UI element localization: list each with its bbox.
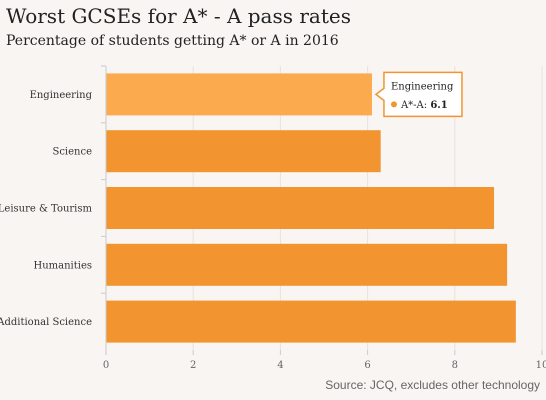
bar[interactable] <box>106 73 372 116</box>
chart-title: Worst GCSEs for A* - A pass rates <box>6 4 351 28</box>
x-tick-label: 8 <box>452 360 458 371</box>
tooltip-series-dot-icon <box>390 101 397 108</box>
category-label: Humanities <box>33 260 92 271</box>
x-tick-label: 0 <box>103 360 109 371</box>
bar[interactable] <box>106 130 381 173</box>
category-label: Additional Science <box>0 317 92 328</box>
tooltip-category: Engineering <box>391 81 454 92</box>
x-tick-label: 6 <box>364 360 370 371</box>
chart-source: Source: JCQ, excludes other technology <box>325 378 540 392</box>
x-tick-label: 10 <box>536 360 546 371</box>
x-tick-label: 4 <box>277 360 283 371</box>
bars <box>106 73 516 343</box>
x-tick-label: 2 <box>190 360 196 371</box>
tooltip-series-label: A*-A: <box>400 100 427 111</box>
category-label: Engineering <box>30 90 93 101</box>
tooltip-value: 6.1 <box>430 100 447 111</box>
chart-subtitle: Percentage of students getting A* or A i… <box>6 33 339 49</box>
axes: 0 2 4 6 8 10 Engineering Science Leisure & Touri… <box>0 65 546 371</box>
category-label: Leisure & Tourism <box>0 204 93 215</box>
bar[interactable] <box>106 187 495 229</box>
tooltip-value-line: A*-A: 6.1 <box>400 100 448 111</box>
category-label: Science <box>52 147 92 158</box>
bar[interactable] <box>106 243 508 286</box>
bar[interactable] <box>106 300 516 343</box>
tooltip-box <box>374 71 463 118</box>
tooltip: Engineering A*-A: 6.1 <box>374 71 463 118</box>
